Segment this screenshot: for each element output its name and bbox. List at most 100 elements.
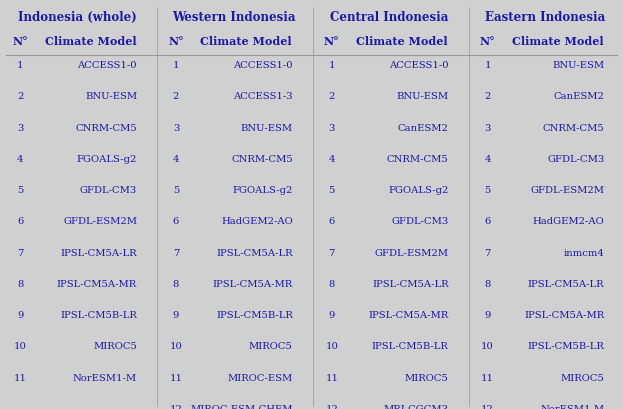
Text: 2: 2 — [328, 92, 335, 101]
Text: IPSL-CM5B-LR: IPSL-CM5B-LR — [60, 310, 137, 319]
Text: IPSL-CM5B-LR: IPSL-CM5B-LR — [216, 310, 293, 319]
Text: 12: 12 — [169, 404, 183, 409]
Text: Climate Model: Climate Model — [44, 36, 136, 47]
Text: Climate Model: Climate Model — [511, 36, 604, 47]
Text: FGOALS-g2: FGOALS-g2 — [232, 186, 293, 195]
Text: BNU-ESM: BNU-ESM — [396, 92, 449, 101]
Text: 3: 3 — [484, 123, 491, 132]
Text: 6: 6 — [17, 217, 24, 226]
Text: IPSL-CM5A-MR: IPSL-CM5A-MR — [524, 310, 604, 319]
Text: 1: 1 — [17, 61, 24, 70]
Text: MIROC-ESM: MIROC-ESM — [227, 373, 293, 382]
Text: GFDL-CM3: GFDL-CM3 — [391, 217, 449, 226]
Text: 11: 11 — [169, 373, 183, 382]
Text: N°: N° — [480, 36, 495, 47]
Text: IPSL-CM5A-LR: IPSL-CM5A-LR — [528, 279, 604, 288]
Text: 1: 1 — [328, 61, 335, 70]
Text: CanESM2: CanESM2 — [397, 123, 449, 132]
Text: NorESM1-M: NorESM1-M — [540, 404, 604, 409]
Text: 6: 6 — [173, 217, 179, 226]
Text: CNRM-CM5: CNRM-CM5 — [75, 123, 137, 132]
Text: 10: 10 — [325, 342, 338, 351]
Text: 8: 8 — [173, 279, 179, 288]
Text: 4: 4 — [484, 155, 491, 164]
Text: HadGEM2-AO: HadGEM2-AO — [533, 217, 604, 226]
Text: 5: 5 — [484, 186, 491, 195]
Text: BNU-ESM: BNU-ESM — [552, 61, 604, 70]
Text: 9: 9 — [17, 310, 24, 319]
Text: FGOALS-g2: FGOALS-g2 — [77, 155, 137, 164]
Text: CanESM2: CanESM2 — [553, 92, 604, 101]
Text: 7: 7 — [484, 248, 491, 257]
Text: BNU-ESM: BNU-ESM — [240, 123, 293, 132]
Text: GFDL-ESM2M: GFDL-ESM2M — [530, 186, 604, 195]
Text: 6: 6 — [484, 217, 491, 226]
Text: IPSL-CM5A-LR: IPSL-CM5A-LR — [216, 248, 293, 257]
Text: ACCESS1-0: ACCESS1-0 — [233, 61, 293, 70]
Text: 1: 1 — [484, 61, 491, 70]
Text: 9: 9 — [484, 310, 491, 319]
Text: Western Indonesia: Western Indonesia — [172, 11, 295, 24]
Text: inmcm4: inmcm4 — [563, 248, 604, 257]
Text: GFDL-ESM2M: GFDL-ESM2M — [374, 248, 449, 257]
Text: FGOALS-g2: FGOALS-g2 — [388, 186, 449, 195]
Text: MIROC5: MIROC5 — [405, 373, 449, 382]
Text: CNRM-CM5: CNRM-CM5 — [231, 155, 293, 164]
Text: NorESM1-M: NorESM1-M — [73, 373, 137, 382]
Text: 7: 7 — [173, 248, 179, 257]
Text: IPSL-CM5A-MR: IPSL-CM5A-MR — [368, 310, 449, 319]
Text: 1: 1 — [173, 61, 179, 70]
Text: 8: 8 — [17, 279, 24, 288]
Text: 5: 5 — [328, 186, 335, 195]
Text: ACCESS1-3: ACCESS1-3 — [233, 92, 293, 101]
Text: N°: N° — [12, 36, 28, 47]
Text: 2: 2 — [484, 92, 491, 101]
Text: MIROC5: MIROC5 — [93, 342, 137, 351]
Text: ACCESS1-0: ACCESS1-0 — [77, 61, 137, 70]
Text: GFDL-CM3: GFDL-CM3 — [80, 186, 137, 195]
Text: IPSL-CM5A-MR: IPSL-CM5A-MR — [57, 279, 137, 288]
Text: 11: 11 — [14, 373, 27, 382]
Text: 4: 4 — [328, 155, 335, 164]
Text: 7: 7 — [328, 248, 335, 257]
Text: Indonesia (whole): Indonesia (whole) — [19, 11, 137, 24]
Text: N°: N° — [168, 36, 184, 47]
Text: Eastern Indonesia: Eastern Indonesia — [485, 11, 606, 24]
Text: 7: 7 — [17, 248, 24, 257]
Text: MIROC5: MIROC5 — [561, 373, 604, 382]
Text: 3: 3 — [173, 123, 179, 132]
Text: 8: 8 — [484, 279, 491, 288]
Text: 4: 4 — [17, 155, 24, 164]
Text: MRI-CGCM3: MRI-CGCM3 — [384, 404, 449, 409]
Text: IPSL-CM5A-MR: IPSL-CM5A-MR — [212, 279, 293, 288]
Text: GFDL-CM3: GFDL-CM3 — [547, 155, 604, 164]
Text: 10: 10 — [481, 342, 494, 351]
Text: CNRM-CM5: CNRM-CM5 — [543, 123, 604, 132]
Text: 10: 10 — [169, 342, 183, 351]
Text: HadGEM2-AO: HadGEM2-AO — [221, 217, 293, 226]
Text: ACCESS1-0: ACCESS1-0 — [389, 61, 449, 70]
Text: 10: 10 — [14, 342, 27, 351]
Text: 12: 12 — [325, 404, 338, 409]
Text: IPSL-CM5A-LR: IPSL-CM5A-LR — [60, 248, 137, 257]
Text: 6: 6 — [328, 217, 335, 226]
Text: 4: 4 — [173, 155, 179, 164]
Text: Central Indonesia: Central Indonesia — [330, 11, 449, 24]
Text: MIROC-ESM-CHEM: MIROC-ESM-CHEM — [190, 404, 293, 409]
Text: 2: 2 — [173, 92, 179, 101]
Text: IPSL-CM5B-LR: IPSL-CM5B-LR — [372, 342, 449, 351]
Text: 2: 2 — [17, 92, 24, 101]
Text: 8: 8 — [328, 279, 335, 288]
Text: 9: 9 — [173, 310, 179, 319]
Text: IPSL-CM5B-LR: IPSL-CM5B-LR — [528, 342, 604, 351]
Text: 12: 12 — [481, 404, 494, 409]
Text: CNRM-CM5: CNRM-CM5 — [387, 155, 449, 164]
Text: N°: N° — [324, 36, 340, 47]
Text: Climate Model: Climate Model — [200, 36, 292, 47]
Text: 11: 11 — [481, 373, 494, 382]
Text: 5: 5 — [173, 186, 179, 195]
Text: BNU-ESM: BNU-ESM — [85, 92, 137, 101]
Text: 5: 5 — [17, 186, 24, 195]
Text: Climate Model: Climate Model — [356, 36, 448, 47]
Text: MIROC5: MIROC5 — [249, 342, 293, 351]
